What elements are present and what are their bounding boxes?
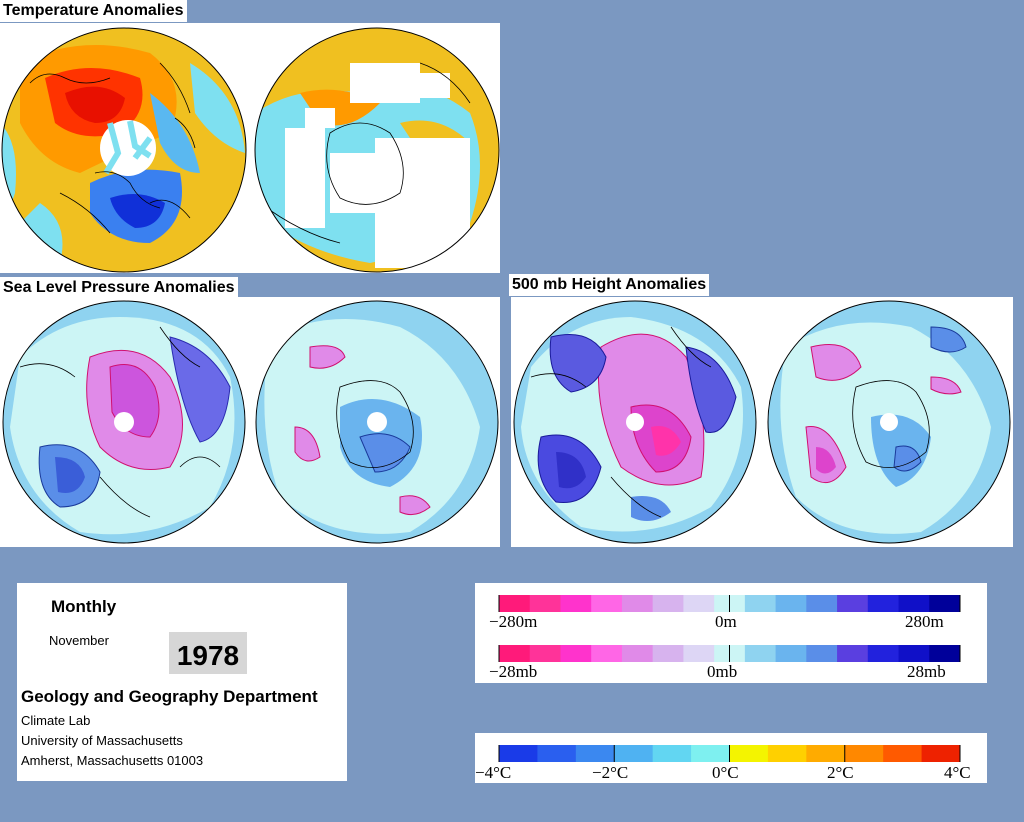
- colorbar-swatch: [775, 595, 807, 612]
- colorbar-swatch: [560, 645, 592, 662]
- height-panel: [511, 297, 1013, 547]
- colorbar-swatch: [621, 595, 654, 612]
- height-title: 500 mb Height Anomalies: [509, 274, 710, 296]
- colorbar-swatch: [775, 645, 807, 662]
- temperature-panel: [0, 23, 500, 273]
- colorbar-swatch: [537, 745, 577, 762]
- height-label-max: 280m: [905, 612, 944, 631]
- info-line-1: Climate Lab: [21, 713, 91, 728]
- sh-temperature-globe: [255, 28, 499, 272]
- colorbar-swatch: [806, 745, 846, 762]
- colorbar-swatch: [683, 595, 715, 612]
- info-box: Monthly November 1978 Geology and Geogra…: [17, 583, 347, 781]
- colorbar-swatch: [499, 595, 531, 612]
- colorbar-swatch: [729, 745, 769, 762]
- slp-globes: [2, 300, 499, 544]
- colorbar-swatch: [867, 595, 900, 612]
- sh-slp-globe: [256, 301, 498, 543]
- height-pressure-legend: −280m 0m 280m −28mb 0mb 28mb: [475, 583, 987, 683]
- temperature-legend: −4°C −2°C 0°C 2°C 4°C: [475, 733, 987, 783]
- colorbar-swatch: [560, 595, 592, 612]
- temperature-colorbar: [498, 745, 961, 762]
- height-label-zero: 0m: [715, 612, 737, 631]
- nh-height-globe: [514, 301, 756, 543]
- temp-label-1: −2°C: [592, 763, 628, 782]
- pressure-label-min: −28mb: [489, 662, 537, 681]
- colorbar-swatch: [929, 595, 961, 612]
- nh-slp-globe: [3, 301, 245, 543]
- info-line-2: University of Massachusetts: [21, 733, 183, 748]
- colorbar-swatch: [652, 745, 692, 762]
- pressure-label-zero: 0mb: [707, 662, 737, 681]
- colorbar-swatch: [691, 745, 730, 762]
- temp-label-4: 4°C: [944, 763, 971, 782]
- colorbar-swatch: [744, 595, 777, 612]
- colorbar-swatch: [921, 745, 961, 762]
- colorbar-swatch: [867, 645, 900, 662]
- colorbar-swatch: [652, 645, 684, 662]
- colorbar-swatch: [929, 645, 961, 662]
- colorbar-swatch: [844, 745, 884, 762]
- height-label-min: −280m: [489, 612, 537, 631]
- temp-label-2: 0°C: [712, 763, 739, 782]
- colorbar-swatch: [883, 745, 923, 762]
- interval-label: Monthly: [51, 597, 117, 616]
- month-label: November: [49, 633, 109, 648]
- colorbar-swatch: [744, 645, 777, 662]
- slp-panel: [0, 297, 500, 547]
- year-label: 1978: [169, 632, 247, 674]
- colorbar-swatch: [591, 645, 623, 662]
- pressure-label-max: 28mb: [907, 662, 946, 681]
- colorbar-swatch: [529, 645, 561, 662]
- colorbar-swatch: [591, 595, 623, 612]
- colorbar-swatch: [652, 595, 684, 612]
- height-pressure-legend-svg: −280m 0m 280m −28mb 0mb 28mb: [489, 595, 961, 681]
- colorbar-swatch: [898, 595, 930, 612]
- temperature-legend-svg: −4°C −2°C 0°C 2°C 4°C: [475, 745, 971, 782]
- department-label: Geology and Geography Department: [21, 687, 318, 706]
- temp-label-3: 2°C: [827, 763, 854, 782]
- height-colorbar: [498, 595, 961, 612]
- colorbar-swatch: [806, 645, 838, 662]
- colorbar-swatch: [529, 595, 561, 612]
- colorbar-swatch: [499, 745, 538, 762]
- temperature-title: Temperature Anomalies: [0, 0, 187, 22]
- colorbar-swatch: [767, 745, 807, 762]
- sh-height-globe: [768, 301, 1010, 543]
- colorbar-swatch: [837, 645, 869, 662]
- slp-title: Sea Level Pressure Anomalies: [0, 277, 238, 299]
- colorbar-swatch: [621, 645, 654, 662]
- colorbar-swatch: [575, 745, 615, 762]
- temperature-globes: [1, 27, 500, 273]
- colorbar-swatch: [614, 745, 654, 762]
- info-line-3: Amherst, Massachusetts 01003: [21, 753, 204, 768]
- temp-label-0: −4°C: [475, 763, 511, 782]
- pressure-colorbar: [498, 645, 961, 662]
- colorbar-swatch: [806, 595, 838, 612]
- colorbar-swatch: [499, 645, 531, 662]
- colorbar-swatch: [837, 595, 869, 612]
- colorbar-swatch: [683, 645, 715, 662]
- colorbar-swatch: [898, 645, 930, 662]
- height-globes: [513, 300, 1011, 544]
